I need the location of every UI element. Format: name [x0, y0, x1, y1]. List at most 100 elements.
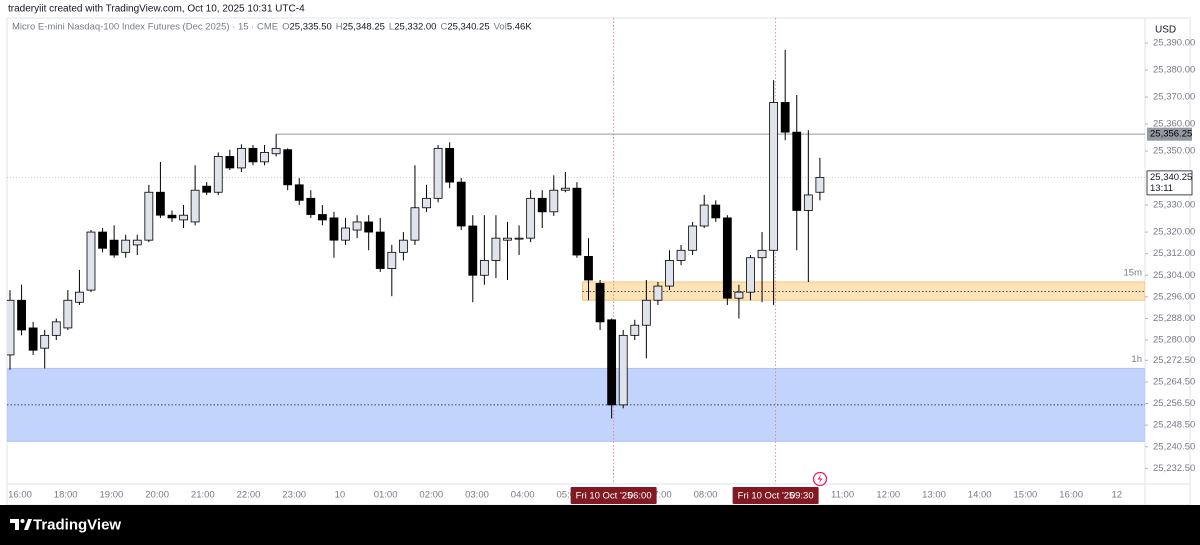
y-tick-label: 25,288.00: [1153, 313, 1195, 324]
crosshair-date: Fri 10 Oct '25: [738, 491, 795, 502]
alert-icon: [812, 471, 828, 487]
candle-body: [28, 327, 38, 351]
candle-body: [433, 147, 443, 199]
x-tick-label: 12: [1112, 490, 1123, 501]
candle-body: [757, 249, 767, 259]
candle-body: [156, 191, 165, 216]
x-tick-label: 03:00: [465, 490, 489, 501]
candle-body: [665, 260, 674, 287]
candle-body: [815, 176, 825, 193]
candle-body: [179, 214, 188, 221]
x-tick-label: 07:00: [648, 490, 672, 501]
y-tick-label: 25,370.00: [1153, 92, 1195, 103]
x-tick-label: 04:00: [511, 490, 535, 501]
y-tick-label: 25,330.00: [1153, 200, 1195, 211]
candle-body: [398, 239, 408, 253]
zone-label: 15m: [1124, 268, 1143, 279]
x-tick-label: 22:00: [237, 490, 261, 501]
candle-body: [283, 149, 293, 186]
x-tick-label: 16:00: [1059, 490, 1083, 501]
candle-body: [364, 221, 374, 233]
x-tick-label: 19:00: [100, 490, 124, 501]
legend-value: 25,348.25: [343, 22, 385, 33]
candle-body: [306, 197, 316, 215]
x-tick-label: 10: [335, 490, 346, 501]
candle-body: [653, 285, 663, 301]
currency: USD: [1155, 25, 1176, 36]
candle-body: [618, 334, 628, 406]
logo-icon: [24, 519, 32, 530]
x-tick-label: 12:00: [876, 490, 900, 501]
candle-body: [792, 131, 802, 211]
candle-body: [248, 147, 258, 163]
candle-body: [722, 217, 732, 299]
zone-label: 1h: [1131, 354, 1142, 365]
legend-label: C: [440, 22, 447, 33]
candle-body: [132, 239, 142, 246]
candle-body: [746, 257, 755, 293]
crosshair-date: Fri 10 Oct '25: [576, 491, 633, 502]
candle-body: [630, 324, 640, 336]
candle-body: [341, 227, 350, 241]
candle-body: [699, 204, 709, 227]
candle-body: [514, 237, 524, 240]
level-tag: [1147, 127, 1192, 141]
countdown: 13:11: [1150, 183, 1173, 194]
footer-bar: [0, 505, 1200, 545]
candle-body: [375, 231, 385, 269]
candle-body: [294, 184, 304, 201]
candle-body: [86, 231, 96, 291]
candle-body: [734, 291, 744, 299]
candle-body: [468, 225, 478, 276]
y-tick-label: 25,304.00: [1153, 270, 1195, 281]
y-tick-label: 25,360.00: [1153, 119, 1195, 130]
candle-body: [607, 319, 617, 406]
legend-label: Vol: [494, 22, 507, 33]
x-tick-label: 18:00: [54, 490, 78, 501]
candle-body: [190, 189, 200, 223]
candle-body: [479, 260, 489, 276]
y-tick-label: 25,240.50: [1153, 441, 1195, 452]
candle-body: [676, 249, 686, 261]
candle-body: [236, 147, 246, 169]
candle-body: [410, 207, 420, 241]
candle-body: [202, 185, 212, 193]
y-tick-label: 25,248.50: [1153, 420, 1195, 431]
candle-body: [641, 299, 651, 326]
candle-body: [7, 299, 15, 356]
legend-value: 25,332.00: [394, 22, 436, 33]
candle-body: [503, 237, 512, 241]
candle-body: [225, 156, 235, 169]
crosshair-time: 06:00: [628, 491, 652, 502]
candle-body: [537, 197, 547, 213]
brand: TradingView: [33, 516, 121, 533]
x-tick-label: 15:00: [1014, 490, 1038, 501]
candle-body: [51, 321, 61, 336]
candle-body: [213, 156, 223, 193]
x-tick-label: 01:00: [374, 490, 398, 501]
legend-value: 25,340.25: [447, 22, 489, 33]
candle-body: [109, 239, 119, 256]
candle-body: [780, 102, 790, 133]
candle-body: [456, 181, 466, 227]
crosshair-tag: [732, 487, 819, 504]
y-tick-label: 25,264.50: [1153, 376, 1195, 387]
x-tick-label: 20:00: [145, 490, 169, 501]
legend-label: L: [389, 22, 394, 33]
candle-body: [63, 299, 73, 329]
last-price-tag: [1146, 170, 1193, 196]
candle-body: [317, 214, 327, 221]
legend-title: Micro E-mini Nasdaq-100 Index Futures (D…: [12, 22, 278, 33]
y-tick-label: 25,256.50: [1153, 398, 1195, 409]
x-tick-label: 02:00: [419, 490, 443, 501]
y-tick-label: 25,232.50: [1153, 463, 1195, 474]
candle-body: [526, 197, 536, 239]
candle-body: [549, 189, 559, 213]
x-tick-label: 23:00: [282, 490, 306, 501]
candle-body: [769, 102, 779, 251]
y-tick-label: 25,320.00: [1153, 227, 1195, 238]
x-tick-label: 05:00: [557, 490, 581, 501]
candle-body: [329, 217, 339, 241]
crosshair-time: 09:30: [790, 491, 814, 502]
